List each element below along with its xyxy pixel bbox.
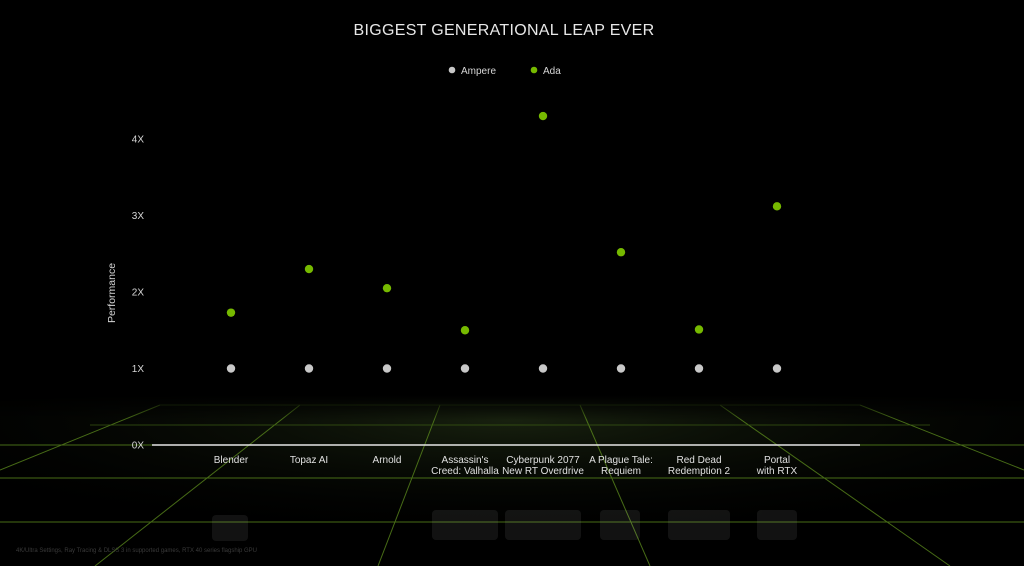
- y-tick-label: 2X: [132, 288, 145, 299]
- legend-label-ada: Ada: [543, 66, 561, 77]
- data-point-ampere: [226, 364, 236, 373]
- data-point-ampere: [616, 364, 626, 373]
- x-axis-labels: Blender Topaz AI Arnold Assassin's Creed: Va…: [214, 455, 798, 477]
- data-point-ada: [304, 264, 314, 274]
- data-point-ampere: [538, 364, 548, 373]
- data-point-ampere: [304, 364, 314, 373]
- x-tick-label: Assassin's Creed: Valhalla: [431, 455, 499, 477]
- data-point-ada: [538, 111, 548, 121]
- data-point-ada: [616, 248, 626, 257]
- y-tick-label: 3X: [132, 211, 145, 222]
- data-point-ampere: [382, 364, 392, 373]
- x-tick-label: Arnold: [373, 455, 402, 466]
- data-point-ada: [460, 326, 470, 335]
- data-point-ada: [772, 202, 782, 211]
- floor-grid: [0, 395, 1024, 566]
- legend-marker-ampere: [448, 66, 456, 74]
- y-axis-ticks: 0X 1X 2X 3X 4X: [132, 135, 145, 452]
- data-point-ada: [382, 283, 392, 293]
- legend-label-ampere: Ampere: [461, 66, 496, 77]
- y-tick-label: 4X: [132, 135, 145, 146]
- x-tick-label: A Plague Tale: Requiem: [589, 455, 653, 477]
- data-point-ampere: [772, 364, 782, 373]
- data-point-ada: [226, 308, 236, 317]
- x-tick-label: Blender: [214, 455, 249, 466]
- data-point-ada: [694, 325, 704, 334]
- x-tick-label: Portal with RTX: [756, 455, 798, 477]
- data-point-ampere: [694, 364, 704, 373]
- footnote: 4K/Ultra Settings, Ray Tracing & DLSS 3 …: [16, 548, 257, 554]
- legend: Ampere Ada: [448, 66, 561, 77]
- x-tick-label: Topaz AI: [290, 455, 328, 466]
- x-tick-label: Red Dead Redemption 2: [668, 455, 731, 477]
- y-axis-label: Performance: [106, 263, 118, 323]
- y-tick-label: 0X: [132, 441, 145, 452]
- x-tick-label: Cyberpunk 2077 New RT Overdrive: [502, 455, 584, 477]
- data-points: [226, 111, 782, 373]
- chart-title: BIGGEST GENERATIONAL LEAP EVER: [354, 22, 655, 39]
- legend-marker-ada: [530, 66, 538, 74]
- y-tick-label: 1X: [132, 364, 145, 375]
- data-point-ampere: [460, 364, 470, 373]
